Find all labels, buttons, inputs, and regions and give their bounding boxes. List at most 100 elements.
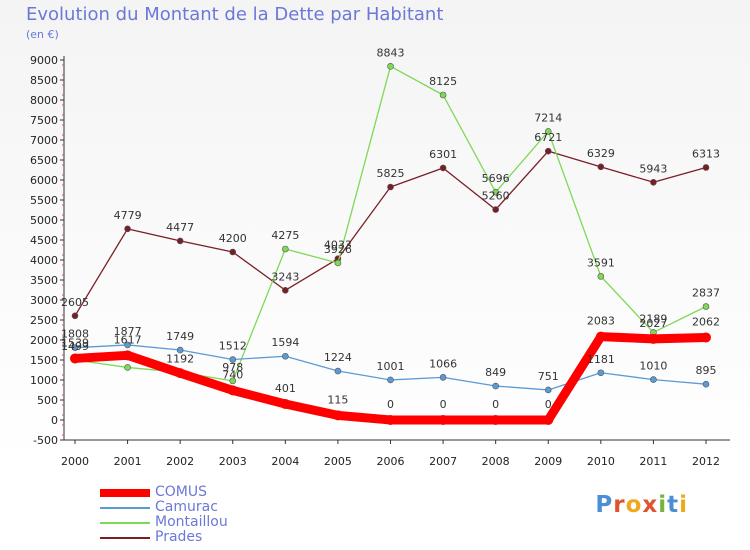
- data-point: [229, 377, 237, 385]
- y-tick-label: 6000: [30, 174, 58, 187]
- y-tick-label: -500: [33, 434, 58, 447]
- data-point: [124, 364, 131, 371]
- data-label: 2062: [692, 316, 720, 329]
- data-label: 0: [440, 398, 447, 411]
- y-tick-label: 1000: [30, 374, 58, 387]
- data-point: [650, 376, 657, 383]
- data-label: 0: [545, 398, 552, 411]
- data-point: [334, 259, 342, 267]
- data-point: [124, 225, 131, 233]
- logo-letter: P: [595, 492, 614, 518]
- data-label: 5696: [482, 172, 510, 185]
- legend-swatch: [100, 537, 150, 539]
- y-tick-label: 8500: [30, 74, 58, 87]
- data-point: [332, 410, 343, 421]
- data-label: 740: [222, 368, 243, 381]
- data-label: 1192: [166, 352, 194, 365]
- legend-swatch: [100, 522, 150, 524]
- data-point: [702, 303, 710, 310]
- data-point: [597, 369, 605, 377]
- data-label: 0: [492, 398, 499, 411]
- data-point: [387, 183, 394, 191]
- data-label: 5943: [639, 162, 667, 175]
- data-label: 2189: [639, 312, 667, 325]
- data-point: [544, 386, 552, 394]
- data-label: 1066: [429, 357, 457, 370]
- y-tick-label: 9000: [30, 54, 58, 67]
- x-tick-label: 2010: [587, 455, 615, 468]
- data-label: 115: [327, 393, 348, 406]
- data-point: [492, 382, 499, 390]
- data-point: [122, 350, 133, 361]
- data-label: 1499: [61, 340, 89, 353]
- data-label: 4477: [166, 221, 194, 234]
- data-point: [648, 333, 659, 344]
- data-point: [334, 367, 342, 375]
- data-label: 2083: [587, 315, 615, 328]
- data-point: [702, 380, 710, 388]
- legend-label: Montaillou: [155, 514, 228, 530]
- data-label: 5825: [377, 167, 405, 180]
- data-point: [702, 164, 710, 171]
- data-point: [70, 353, 80, 364]
- data-label: 1877: [114, 325, 142, 338]
- x-tick-label: 2002: [166, 455, 194, 468]
- data-label: 3243: [271, 270, 299, 283]
- data-label: 6313: [692, 147, 720, 160]
- data-point: [439, 91, 447, 99]
- data-point: [280, 398, 291, 409]
- x-tick-label: 2003: [219, 455, 247, 468]
- x-tick-label: 2012: [692, 455, 720, 468]
- data-point: [71, 312, 79, 320]
- data-label: 8843: [377, 46, 405, 59]
- data-label: 978: [222, 361, 243, 374]
- legend-item: COMUS: [100, 485, 300, 500]
- proxiti-logo: Proxiti: [595, 492, 688, 518]
- data-point: [229, 248, 237, 256]
- data-label: 1224: [324, 351, 352, 364]
- logo-letter: i: [658, 492, 668, 518]
- data-point: [439, 374, 447, 381]
- logo-letter: x: [642, 492, 659, 518]
- data-label: 1512: [219, 340, 247, 353]
- data-label: 1539: [61, 336, 89, 349]
- data-point: [387, 62, 394, 70]
- data-label: 401: [275, 382, 296, 395]
- y-tick-label: 7500: [30, 114, 58, 127]
- data-point: [492, 188, 499, 196]
- data-point: [282, 352, 289, 360]
- y-tick-label: 5000: [30, 214, 58, 227]
- x-tick-label: 2008: [482, 455, 510, 468]
- x-tick-label: 2006: [377, 455, 405, 468]
- data-point: [71, 344, 79, 351]
- legend-label: Camurac: [155, 499, 218, 515]
- legend-item: Prades: [100, 530, 300, 545]
- y-tick-label: 4500: [30, 234, 58, 247]
- data-label: 2027: [639, 317, 667, 330]
- data-label: 6329: [587, 147, 615, 160]
- data-point: [227, 385, 238, 396]
- legend-label: Prades: [155, 529, 203, 545]
- data-point: [385, 415, 396, 425]
- y-tick-label: 6500: [30, 154, 58, 167]
- x-tick-label: 2005: [324, 455, 352, 468]
- data-label: 2837: [692, 287, 720, 300]
- data-point: [701, 332, 711, 343]
- legend-swatch: [100, 507, 150, 509]
- data-label: 4275: [271, 229, 299, 242]
- legend-item: Camurac: [100, 500, 300, 515]
- data-point: [175, 368, 186, 379]
- x-tick-label: 2001: [114, 455, 142, 468]
- legend-swatch: [100, 489, 150, 497]
- y-tick-label: 0: [51, 414, 58, 427]
- data-label: 7214: [534, 111, 562, 124]
- data-point: [282, 245, 289, 253]
- y-tick-label: 3000: [30, 294, 58, 307]
- x-tick-label: 2004: [271, 455, 299, 468]
- data-label: 6721: [534, 131, 562, 144]
- x-tick-label: 2011: [639, 455, 667, 468]
- data-label: 4779: [114, 209, 142, 222]
- data-point: [387, 376, 394, 384]
- data-label: 1001: [377, 360, 405, 373]
